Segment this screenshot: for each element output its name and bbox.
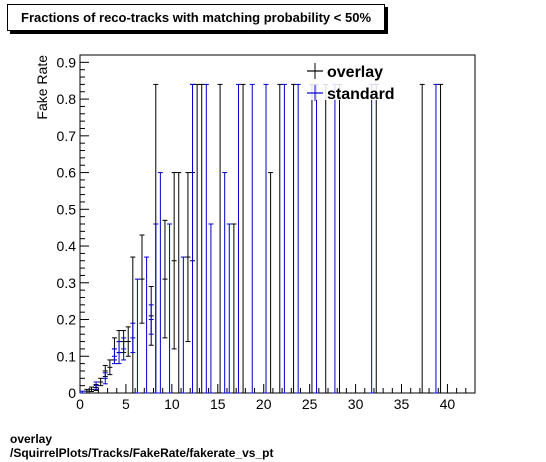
data-point-standard: [102, 372, 108, 385]
chart-title: Fractions of reco-tracks with matching p…: [7, 4, 385, 31]
data-point-overlay: [309, 83, 315, 394]
data-point-standard: [281, 83, 287, 394]
data-point-overlay: [323, 83, 329, 394]
data-point-overlay: [419, 83, 425, 394]
data-point-standard: [314, 83, 320, 394]
data-point-overlay: [107, 359, 113, 376]
x-tick-label: 20: [256, 396, 272, 412]
data-point-standard: [134, 278, 140, 394]
data-point-standard: [153, 223, 159, 394]
data-point-overlay: [231, 223, 237, 394]
data-point-standard: [249, 83, 255, 394]
y-axis-label: Fake Rate: [34, 55, 50, 120]
legend-label-overlay: overlay: [327, 64, 383, 81]
data-point-overlay: [125, 326, 131, 357]
y-tick-label: 0.1: [57, 348, 77, 364]
data-point-standard: [295, 83, 301, 394]
data-point-standard: [157, 172, 163, 394]
data-point-standard: [148, 304, 154, 335]
data-point-overlay: [217, 83, 223, 394]
data-point-overlay: [291, 83, 297, 394]
data-point-standard: [208, 223, 214, 394]
x-tick-label: 10: [164, 396, 180, 412]
x-tick-label: 40: [440, 396, 456, 412]
footer-dataset-label: overlay: [10, 432, 53, 446]
data-point-overlay: [438, 83, 444, 394]
x-tick-label: 25: [302, 396, 318, 412]
data-point-overlay: [337, 83, 343, 394]
data-point-standard: [433, 83, 439, 394]
data-point-standard: [332, 83, 338, 394]
data-point-standard: [79, 390, 85, 394]
data-point-overlay: [194, 83, 200, 394]
data-point-standard: [203, 83, 209, 394]
data-point-standard: [222, 172, 228, 394]
data-point-overlay: [162, 219, 168, 339]
data-point-overlay: [373, 83, 379, 394]
data-point-standard: [93, 381, 99, 390]
data-point-standard: [190, 83, 196, 394]
x-tick-label: 0: [76, 396, 84, 412]
data-point-standard: [369, 83, 375, 394]
data-point-overlay: [98, 377, 104, 387]
y-tick-label: 0: [68, 385, 76, 401]
data-point-standard: [235, 83, 241, 394]
y-tick-label: 0.8: [57, 91, 77, 107]
x-tick-label: 30: [348, 396, 364, 412]
data-point-overlay: [185, 172, 191, 343]
x-tick-label: 35: [394, 396, 410, 412]
data-point-overlay: [176, 172, 182, 394]
data-point-overlay: [139, 234, 145, 324]
data-point-overlay: [84, 388, 90, 393]
y-tick-label: 0.2: [57, 312, 77, 328]
data-point-standard: [144, 256, 150, 394]
data-point-standard: [121, 337, 127, 361]
y-tick-label: 0.4: [57, 238, 77, 254]
data-point-standard: [130, 322, 136, 354]
data-point-standard: [180, 256, 186, 394]
y-tick-label: 0.9: [57, 54, 77, 70]
data-point-overlay: [199, 83, 205, 394]
data-point-overlay: [268, 172, 274, 394]
x-tick-label: 5: [122, 396, 130, 412]
legend-label-standard: standard: [327, 86, 395, 103]
data-point-standard: [226, 223, 232, 394]
data-point-standard: [167, 223, 173, 394]
data-point-overlay: [171, 172, 177, 350]
x-tick-label: 15: [210, 396, 226, 412]
data-point-overlay: [88, 386, 94, 393]
y-tick-label: 0.7: [57, 128, 77, 144]
y-tick-label: 0.3: [57, 275, 77, 291]
y-tick-label: 0.6: [57, 165, 77, 181]
data-point-standard: [111, 348, 117, 365]
data-point-overlay: [240, 83, 246, 394]
data-point-standard: [263, 83, 269, 394]
plot-frame: [79, 54, 476, 394]
footer-path-label: /SquirrelPlots/Tracks/FakeRate/fakerate_…: [10, 446, 274, 460]
data-point-overlay: [277, 83, 283, 394]
data-point-standard: [116, 341, 122, 365]
y-tick-label: 0.5: [57, 201, 77, 217]
